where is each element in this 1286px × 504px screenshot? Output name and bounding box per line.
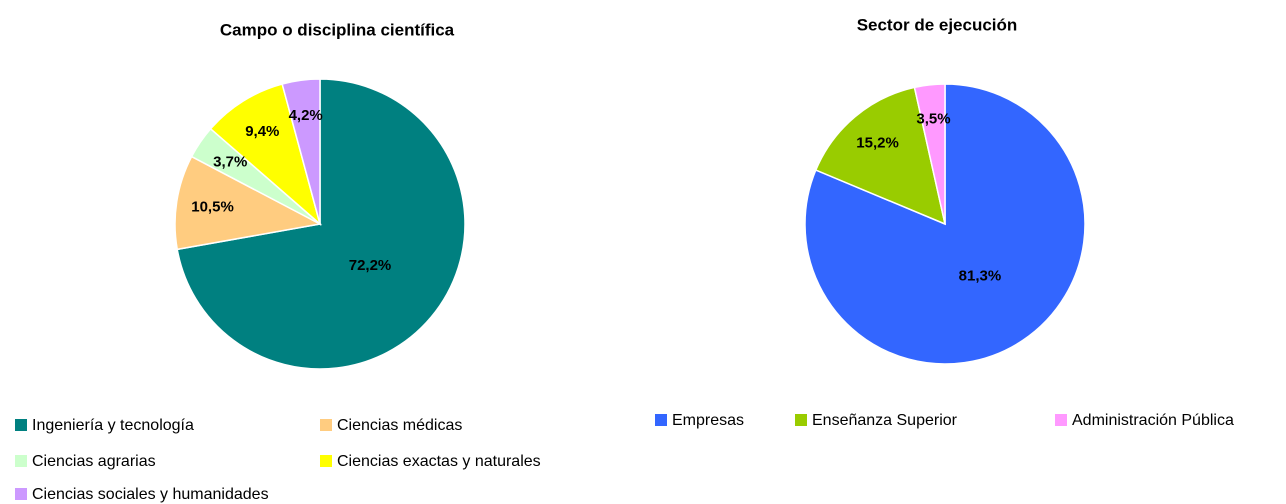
chart-title: Campo o disciplina científica [220,20,455,39]
value-label: 81,3% [959,267,1002,284]
legend-label: Ciencias médicas [337,417,462,434]
chart-title: Sector de ejecución [857,15,1018,34]
legend-label: Ciencias agrarias [32,453,156,470]
pie-slice [209,83,322,227]
legend-swatch [1055,414,1067,426]
value-label: 10,5% [191,198,234,215]
legend-swatch [795,414,807,426]
legend-label: Enseñanza Superior [812,412,958,429]
legend-swatch [15,455,27,467]
legend-label: Ingeniería y tecnología [32,417,194,434]
pie-slice [814,86,947,226]
pie-slice [281,78,321,225]
legend-swatch [655,414,667,426]
legend-label: Ciencias sociales y humanidades [32,486,269,503]
legend-label: Administración Pública [1072,412,1234,429]
value-label: 3,5% [916,111,950,128]
value-label: 9,4% [245,123,279,140]
legend-swatch [15,419,27,431]
value-label: 15,2% [856,134,899,151]
legend-swatch [15,488,27,500]
legend-label: Empresas [672,412,744,429]
pie-slice [174,155,323,251]
value-label: 72,2% [349,257,392,274]
pie-slice [913,83,946,225]
value-label: 3,7% [213,154,247,171]
value-label: 4,2% [289,107,323,124]
legend-label: Ciencias exactas y naturales [337,453,541,470]
legend-swatch [320,419,332,431]
legend-swatch [320,455,332,467]
